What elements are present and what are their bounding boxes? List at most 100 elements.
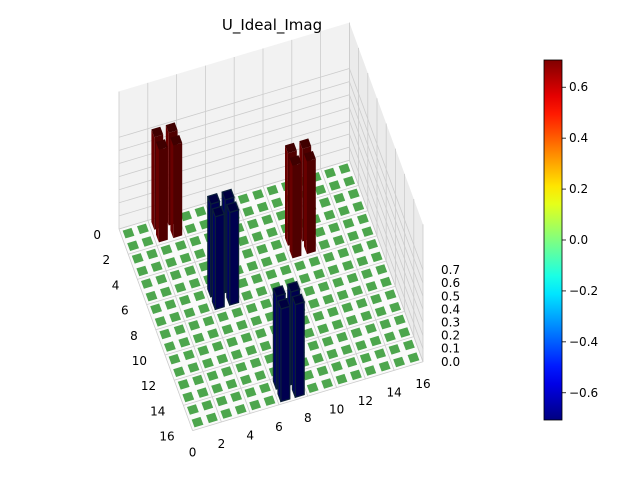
y-tick-label: 10 xyxy=(329,403,344,417)
bar-top xyxy=(370,293,382,305)
bar-top xyxy=(220,408,233,419)
bar xyxy=(242,206,255,217)
colorbar-tick-label: 0.2 xyxy=(569,182,588,196)
bar-top xyxy=(294,260,306,271)
bar xyxy=(318,239,331,250)
bar xyxy=(380,276,392,288)
bar-face xyxy=(306,158,316,255)
z-gridline xyxy=(118,68,424,271)
bar xyxy=(169,311,181,323)
bar xyxy=(265,269,278,280)
bar xyxy=(326,348,339,360)
bar-top xyxy=(241,248,254,259)
bar xyxy=(308,298,320,309)
x-tick-label: 8 xyxy=(130,329,138,343)
bar-top xyxy=(183,307,196,318)
bar-top xyxy=(225,378,238,390)
bar xyxy=(336,331,348,343)
bar-top xyxy=(321,378,333,389)
bar xyxy=(221,366,233,377)
bar xyxy=(328,222,340,233)
bar xyxy=(188,278,201,289)
bar xyxy=(341,302,354,313)
bar-top xyxy=(165,257,177,268)
bar xyxy=(251,273,263,284)
bar-top xyxy=(275,210,288,221)
bar-top xyxy=(317,323,329,334)
bar-top xyxy=(351,285,363,296)
z-gridline xyxy=(118,107,424,310)
bar xyxy=(304,151,316,255)
bar-top xyxy=(327,264,340,275)
bar-top xyxy=(361,226,374,237)
bar xyxy=(327,306,339,318)
bar xyxy=(378,361,391,372)
bar xyxy=(321,336,334,347)
bar-top xyxy=(323,209,336,221)
bar xyxy=(312,310,325,322)
bar xyxy=(343,176,355,187)
bar xyxy=(331,361,343,372)
bar xyxy=(298,273,311,284)
bar xyxy=(173,324,186,335)
x-tick-label: 6 xyxy=(121,304,129,318)
bar xyxy=(323,251,335,263)
bar xyxy=(256,243,268,255)
bar-top xyxy=(350,327,363,338)
bar-top xyxy=(141,236,154,247)
bar-top xyxy=(260,298,272,310)
bar xyxy=(384,289,397,300)
bar-top xyxy=(179,252,192,264)
bar-top xyxy=(336,331,348,343)
z-gridline xyxy=(118,120,424,323)
y-tick-label: 2 xyxy=(218,437,226,451)
bar-top xyxy=(250,315,263,326)
bar xyxy=(221,324,234,335)
bar-top xyxy=(345,357,358,368)
bar xyxy=(236,319,248,331)
bar-face xyxy=(214,213,225,311)
bar-face xyxy=(294,301,305,399)
floor-gridline xyxy=(262,185,337,388)
bar xyxy=(226,201,240,306)
bar-top xyxy=(244,387,257,398)
bar-top xyxy=(324,167,336,179)
y-tick-label: 14 xyxy=(387,385,402,399)
bar xyxy=(379,318,392,330)
bar xyxy=(365,281,378,292)
bar-top xyxy=(188,320,200,331)
bar-top xyxy=(342,218,355,229)
bar-top xyxy=(328,222,340,233)
bar-top xyxy=(379,318,392,330)
bar-top xyxy=(150,261,163,272)
bar xyxy=(255,328,267,339)
bar-top xyxy=(332,277,344,288)
floor-gridline xyxy=(192,361,424,431)
bar xyxy=(347,188,360,200)
bar-top xyxy=(249,399,261,411)
bar xyxy=(211,383,223,394)
z-tick-label: 0.6 xyxy=(441,276,460,290)
bar-top xyxy=(164,341,176,352)
bar xyxy=(316,365,329,377)
bar xyxy=(249,357,262,369)
bar-top xyxy=(366,239,378,250)
bar xyxy=(175,240,187,251)
bar xyxy=(384,331,396,342)
bar xyxy=(266,184,279,196)
bar-top xyxy=(346,314,358,326)
bar-top xyxy=(347,230,359,242)
bar xyxy=(244,387,257,398)
bar xyxy=(251,231,264,242)
bar xyxy=(187,404,199,415)
z-tick-label: 0.1 xyxy=(441,342,460,356)
bar-top xyxy=(374,306,387,317)
bar-top xyxy=(169,311,181,323)
bar xyxy=(335,373,348,385)
bar xyxy=(240,332,253,343)
bar-top xyxy=(231,307,244,318)
bar-top xyxy=(261,214,274,225)
bar-top xyxy=(254,370,267,381)
bar-face xyxy=(304,153,307,255)
bar-top xyxy=(237,193,250,204)
